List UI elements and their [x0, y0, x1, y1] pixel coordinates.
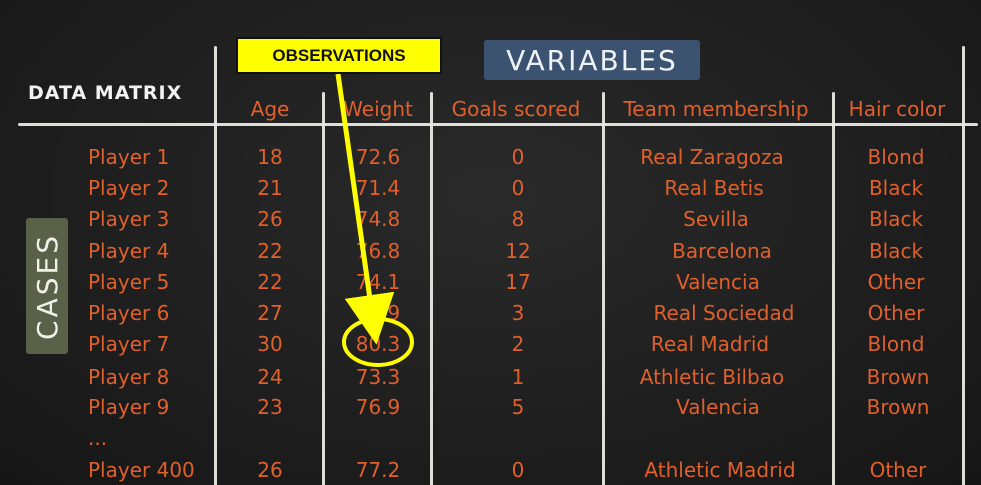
cell-age: 23 — [257, 395, 283, 419]
column-divider-1 — [322, 92, 325, 485]
cell-weight: 72.6 — [355, 145, 401, 169]
cell-hair-color: Black — [868, 176, 924, 200]
case-label-ellipsis: ... — [88, 426, 108, 450]
cell-age: 22 — [257, 239, 283, 263]
cell-goals-scored: 3 — [511, 301, 525, 325]
case-label: Player 6 — [88, 301, 170, 325]
case-label: Player 4 — [88, 239, 170, 263]
column-header-weight: Weight — [343, 97, 413, 121]
cell-goals-scored: 5 — [511, 395, 525, 419]
cell-weight: 74.8 — [355, 207, 401, 231]
observations-label: OBSERVATIONS — [236, 37, 442, 74]
cell-team-membership: Athletic Madrid — [644, 458, 796, 482]
cell-hair-color: Other — [867, 270, 925, 294]
cell-hair-color: Blond — [867, 332, 925, 356]
case-column-divider — [214, 46, 217, 485]
cell-goals-scored: 0 — [511, 458, 525, 482]
cell-team-membership: Real Sociedad — [653, 301, 795, 325]
cell-team-membership: Valencia — [676, 270, 760, 294]
cell-hair-color: Other — [867, 301, 925, 325]
cell-age: 26 — [257, 458, 283, 482]
header-divider — [18, 123, 978, 126]
cell-hair-color: Blond — [867, 145, 925, 169]
case-label: Player 8 — [88, 365, 170, 389]
cell-team-membership: Sevilla — [683, 207, 749, 231]
cell-goals-scored: 12 — [505, 239, 531, 263]
observation-arrow-icon — [335, 73, 395, 345]
cell-age: 30 — [257, 332, 283, 356]
column-divider-4 — [832, 92, 835, 485]
cell-age: 27 — [257, 301, 283, 325]
cell-goals-scored: 8 — [511, 207, 525, 231]
cell-team-membership: Athletic Bilbao — [639, 365, 785, 389]
cell-team-membership: Real Betis — [664, 176, 764, 200]
cell-weight: 71.4 — [355, 176, 401, 200]
case-label: Player 400 — [88, 458, 195, 482]
cell-hair-color: Brown — [866, 365, 930, 389]
case-label: Player 3 — [88, 207, 170, 231]
column-divider-right — [962, 46, 965, 485]
cell-hair-color: Black — [868, 207, 924, 231]
cell-age: 24 — [257, 365, 283, 389]
column-divider-3 — [602, 92, 605, 485]
cases-label: CASES — [26, 218, 68, 354]
case-label: Player 7 — [88, 332, 170, 356]
cell-age: 22 — [257, 270, 283, 294]
cell-weight: 74.1 — [355, 270, 401, 294]
case-label: Player 1 — [88, 145, 170, 169]
observations-label-text: OBSERVATIONS — [272, 45, 406, 65]
column-divider-2 — [430, 92, 433, 485]
cell-weight: 73.3 — [355, 365, 401, 389]
cell-age: 26 — [257, 207, 283, 231]
data-matrix-title: DATA MATRIX — [28, 82, 183, 104]
case-label: Player 5 — [88, 270, 170, 294]
variables-label-text: VARIABLES — [506, 43, 678, 77]
cell-goals-scored: 1 — [511, 365, 525, 389]
cell-hair-color: Other — [869, 458, 927, 482]
cell-goals-scored: 2 — [511, 332, 525, 356]
variables-label: VARIABLES — [484, 40, 700, 80]
cell-hair-color: Brown — [866, 395, 930, 419]
cell-goals-scored: 0 — [511, 145, 525, 169]
highlight-circle-icon — [342, 317, 414, 367]
cell-weight: 77.2 — [355, 458, 401, 482]
cell-hair-color: Black — [868, 239, 924, 263]
cell-age: 18 — [257, 145, 283, 169]
cell-weight: 76.9 — [355, 395, 401, 419]
cell-team-membership: Barcelona — [672, 239, 772, 263]
cell-team-membership: Valencia — [676, 395, 760, 419]
column-header-age: Age — [250, 97, 290, 121]
column-header-goals-scored: Goals scored — [451, 97, 581, 121]
cell-goals-scored: 0 — [511, 176, 525, 200]
case-label: Player 2 — [88, 176, 170, 200]
cell-team-membership: Real Zaragoza — [640, 145, 784, 169]
cell-team-membership: Real Madrid — [650, 332, 770, 356]
column-header-team-membership: Team membership — [623, 97, 809, 121]
case-label: Player 9 — [88, 395, 170, 419]
cell-goals-scored: 17 — [505, 270, 531, 294]
column-header-hair-color: Hair color — [848, 97, 946, 121]
cell-age: 21 — [257, 176, 283, 200]
